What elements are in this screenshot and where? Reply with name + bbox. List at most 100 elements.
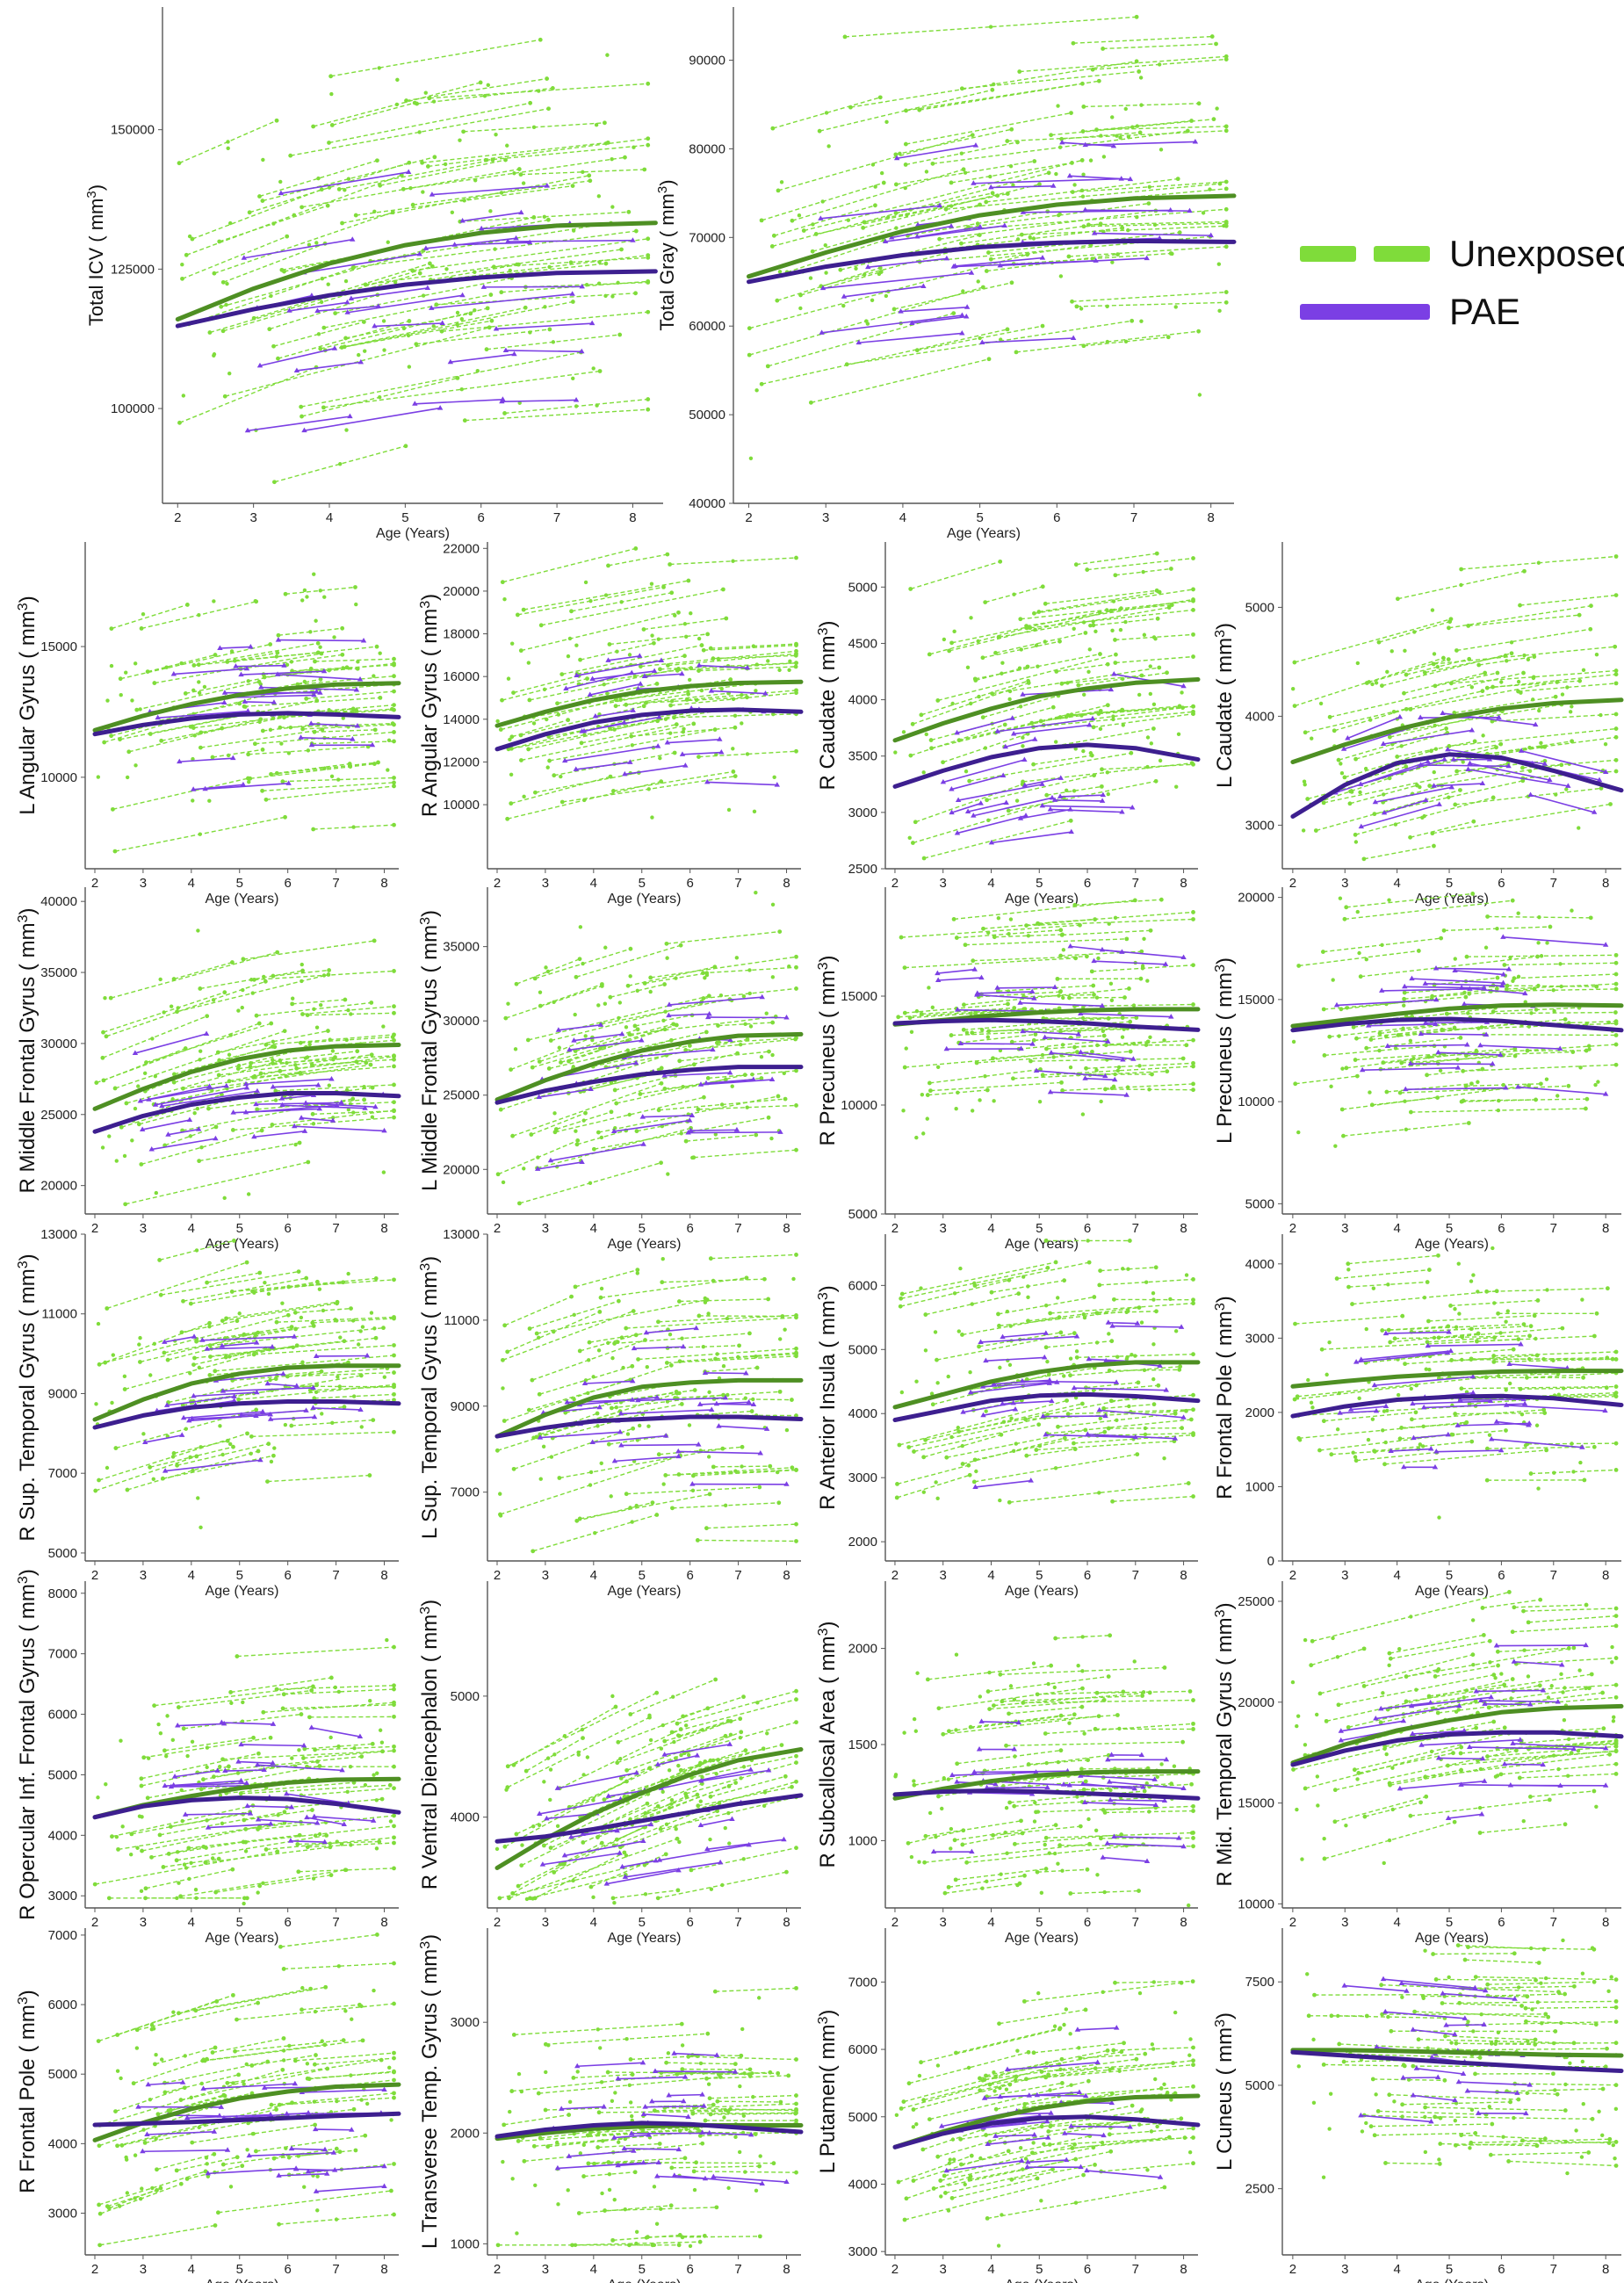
y-tick-label: 20000 — [1238, 891, 1274, 906]
pae-point — [348, 295, 355, 300]
unexposed-point — [1613, 644, 1618, 649]
unexposed-point — [627, 1112, 632, 1117]
pae-trajectory — [592, 670, 655, 680]
unexposed-point — [125, 1487, 130, 1492]
unexposed-point — [198, 730, 204, 735]
unexposed-point — [207, 798, 212, 803]
unexposed-point — [1537, 708, 1541, 713]
unexposed-point — [526, 661, 531, 665]
y-tick-label: 10000 — [1238, 1095, 1274, 1109]
unexposed-point — [713, 1356, 718, 1362]
unexposed-point — [392, 1100, 396, 1105]
unexposed-point — [263, 1042, 269, 1047]
unexposed-trajectory — [1448, 605, 1592, 629]
unexposed-point — [646, 407, 651, 412]
pae-point — [617, 1428, 624, 1434]
unexposed-point — [1386, 1282, 1390, 1287]
unexposed-point — [1347, 801, 1353, 806]
pae-point — [954, 829, 961, 835]
unexposed-point — [1137, 692, 1142, 697]
unexposed-point — [1447, 795, 1451, 799]
unexposed-trajectory — [1295, 1315, 1403, 1325]
unexposed-trajectory — [284, 709, 394, 719]
unexposed-point — [1074, 304, 1079, 309]
unexposed-point — [318, 346, 323, 351]
unexposed-trajectory — [277, 762, 350, 774]
unexposed-trajectory — [161, 727, 222, 741]
pae-point — [977, 223, 984, 229]
unexposed-point — [1105, 661, 1110, 667]
pae-point — [1358, 781, 1364, 786]
unexposed-trajectory — [106, 1261, 248, 1310]
unexposed-point — [491, 264, 496, 270]
unexposed-point — [97, 1477, 101, 1483]
pae-trajectory — [704, 1372, 747, 1375]
y-axis-label: L Sup. Temporal Gyrus ( mm3) — [418, 1256, 443, 1539]
unexposed-point — [618, 697, 624, 702]
unexposed-point — [978, 202, 982, 207]
unexposed-point — [315, 640, 321, 646]
unexposed-point — [1170, 251, 1174, 256]
unexposed-point — [515, 262, 519, 267]
y-tick-label: 30000 — [40, 1037, 77, 1051]
unexposed-point — [717, 1040, 721, 1044]
unexposed-point — [983, 1073, 987, 1079]
unexposed-point — [1453, 1412, 1458, 1416]
pae-trajectory — [282, 1095, 314, 1100]
unexposed-trajectory — [1068, 246, 1227, 257]
unexposed-point — [321, 405, 326, 410]
unexposed-point — [993, 650, 998, 655]
unexposed-point — [1303, 782, 1307, 787]
unexposed-point — [1053, 1260, 1058, 1265]
pae-point — [783, 1015, 790, 1020]
unexposed-point — [136, 1084, 141, 1088]
pae-trajectory — [1404, 986, 1484, 989]
pae-point — [350, 236, 356, 242]
unexposed-point — [1006, 808, 1011, 813]
pae-point — [943, 1045, 949, 1051]
unexposed-trajectory — [251, 1431, 394, 1438]
unexposed-point — [1046, 1372, 1051, 1377]
unexposed-point — [282, 1029, 287, 1034]
unexposed-point — [734, 956, 740, 960]
unexposed-point — [292, 1310, 298, 1315]
unexposed-point — [1413, 1410, 1418, 1415]
pae-point — [1187, 207, 1193, 213]
unexposed-point — [395, 77, 400, 83]
unexposed-point — [783, 1096, 788, 1102]
x-axis-label: Age (Years) — [206, 1931, 279, 1946]
unexposed-point — [596, 1003, 601, 1008]
pae-trajectory — [495, 322, 593, 330]
unexposed-point — [368, 1062, 373, 1067]
pae-trajectory — [1070, 945, 1122, 953]
pae-trajectory — [707, 781, 777, 786]
unexposed-point — [237, 701, 242, 706]
unexposed-point — [360, 1325, 365, 1329]
unexposed-point — [1436, 1253, 1440, 1258]
unexposed-trajectory — [600, 1277, 747, 1298]
unexposed-point — [502, 411, 507, 415]
unexposed-trajectory — [1363, 845, 1434, 860]
unexposed-point — [630, 1363, 635, 1369]
unexposed-point — [171, 1451, 177, 1456]
unexposed-point — [226, 140, 230, 144]
unexposed-point — [230, 1127, 235, 1132]
unexposed-point — [669, 590, 675, 596]
pae-trajectory — [718, 1425, 768, 1430]
unexposed-point — [1555, 1094, 1560, 1098]
unexposed-trajectory — [608, 553, 668, 567]
unexposed-point — [1297, 1438, 1303, 1442]
pae-point — [1020, 1028, 1026, 1034]
unexposed-point — [188, 725, 193, 729]
unexposed-point — [320, 277, 325, 281]
unexposed-point — [517, 401, 522, 405]
unexposed-point — [249, 1451, 253, 1456]
unexposed-point — [1021, 744, 1025, 748]
unexposed-point — [1007, 689, 1013, 694]
unexposed-point — [1153, 1265, 1158, 1270]
unexposed-point — [1453, 802, 1458, 807]
unexposed-point — [1355, 909, 1360, 914]
unexposed-point — [992, 1099, 996, 1103]
y-tick-label: 4000 — [848, 1406, 877, 1421]
